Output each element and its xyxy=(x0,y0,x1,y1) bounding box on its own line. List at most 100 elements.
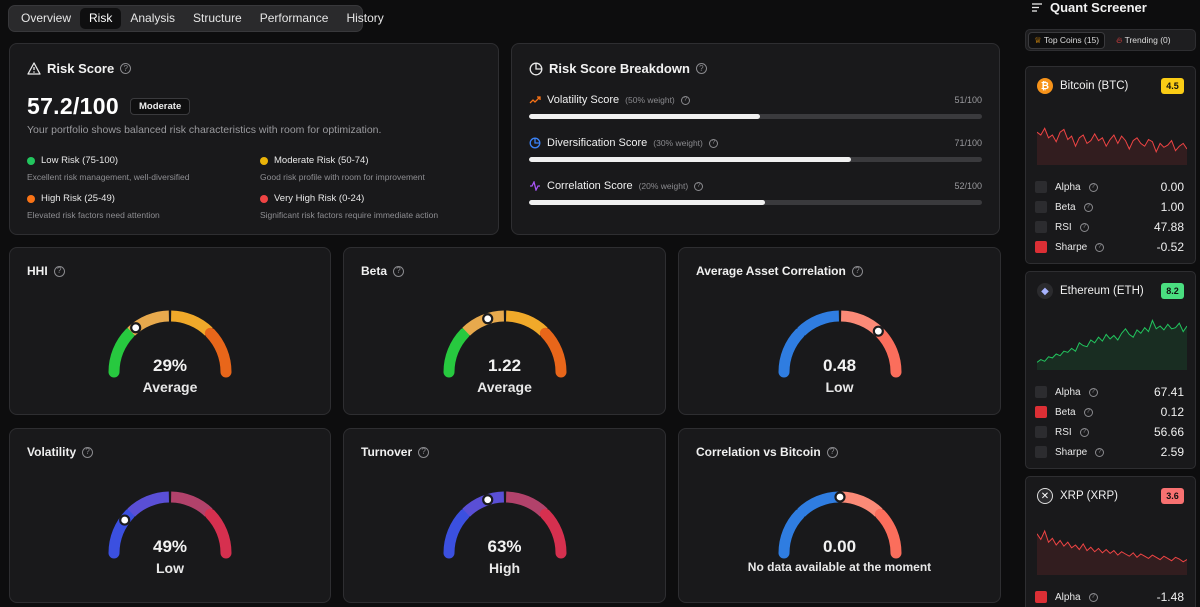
breakdown-weight: (20% weight) xyxy=(638,181,689,191)
gauge-segment xyxy=(170,491,213,517)
metric-flag xyxy=(1035,221,1047,233)
gauge-segment xyxy=(840,491,883,517)
metric-flag xyxy=(1035,426,1047,438)
gauge-dial xyxy=(443,491,566,559)
gauge-title: Turnover xyxy=(361,445,413,459)
gauge-marker xyxy=(481,494,493,506)
metric-value: -0.52 xyxy=(1156,240,1184,254)
gauge-dial xyxy=(108,491,232,559)
help-icon[interactable]: ? xyxy=(826,446,838,458)
help-icon[interactable]: ? xyxy=(680,95,690,105)
gauge-marker xyxy=(119,514,131,526)
legend-high-risk: High Risk (25-49) Elevated risk factors … xyxy=(27,193,160,220)
legend-desc: Elevated risk factors need attention xyxy=(27,210,160,220)
risk-score-value: 57.2/100 xyxy=(27,93,119,119)
help-icon[interactable]: ? xyxy=(53,265,65,277)
sparkline-area xyxy=(1037,531,1187,575)
metric-flag xyxy=(1035,241,1047,253)
tab-history[interactable]: History xyxy=(346,11,384,25)
metric-label: Alpha xyxy=(1055,591,1081,603)
sparkline-line xyxy=(1037,529,1187,563)
gauge-label: Average xyxy=(477,379,532,395)
metric-flag xyxy=(1035,386,1047,398)
progress-track xyxy=(529,157,982,162)
ethereum-icon: ◆ xyxy=(1037,283,1053,299)
help-icon[interactable]: ? xyxy=(82,446,94,458)
help-icon[interactable]: ? xyxy=(1083,202,1093,212)
metric-value: 67.41 xyxy=(1153,385,1184,399)
help-icon[interactable]: ? xyxy=(1079,427,1089,437)
help-icon[interactable]: ? xyxy=(1088,592,1098,602)
legend-desc: Excellent risk management, well-diversif… xyxy=(27,172,190,182)
tab-structure[interactable]: Structure xyxy=(193,11,242,25)
breakdown-label: Correlation Score xyxy=(547,180,633,192)
sparkline-chart xyxy=(1037,127,1187,165)
metric-label: RSI xyxy=(1055,221,1072,233)
help-icon[interactable]: ? xyxy=(1088,387,1098,397)
metric-beta: Beta? 1.00 xyxy=(1035,200,1184,214)
metric-label: Beta xyxy=(1055,201,1076,213)
breakdown-weight: (50% weight) xyxy=(625,95,675,105)
coin-card-xrp[interactable]: ✕ XRP (XRP) 3.6 Alpha? -1.48 xyxy=(1025,476,1196,607)
help-icon[interactable]: ? xyxy=(1083,407,1093,417)
gauge-segment xyxy=(874,508,901,559)
help-icon[interactable]: ? xyxy=(393,265,405,277)
help-icon[interactable]: ? xyxy=(120,63,132,74)
help-icon[interactable]: ? xyxy=(418,446,430,458)
metric-flag xyxy=(1035,181,1047,193)
legend-label: Very High Risk (0-24) xyxy=(274,193,365,204)
help-icon[interactable]: ? xyxy=(1079,222,1089,232)
help-icon[interactable]: ? xyxy=(851,265,863,277)
help-icon[interactable]: ? xyxy=(694,181,704,191)
gauge-segment xyxy=(505,491,548,517)
tab-risk[interactable]: Risk xyxy=(80,8,122,29)
help-icon[interactable]: ? xyxy=(1088,182,1098,192)
trend-up-icon xyxy=(529,96,541,104)
tab-trending[interactable]: 🔥︎ Trending (0) xyxy=(1111,32,1175,49)
gauge-segment xyxy=(796,310,839,336)
coin-card-ethereum[interactable]: ◆ Ethereum (ETH) 8.2 Alpha? 67.41 Beta? 0.1… xyxy=(1025,271,1196,469)
metric-value: 47.88 xyxy=(1153,220,1184,234)
gauge-segment xyxy=(443,508,470,559)
pie-chart-icon xyxy=(529,62,543,75)
metric-alpha: Alpha? 67.41 xyxy=(1035,385,1184,399)
tab-performance[interactable]: Performance xyxy=(259,11,329,25)
gauge-marker xyxy=(130,322,142,334)
help-icon[interactable]: ? xyxy=(708,138,718,148)
metric-flag xyxy=(1035,406,1047,418)
metric-flag xyxy=(1035,201,1047,213)
risk-level-badge: Moderate xyxy=(130,98,191,115)
help-icon[interactable]: ? xyxy=(1095,242,1105,252)
gauge-marker xyxy=(833,491,846,503)
gauge-dial xyxy=(778,491,901,559)
metric-value: -1.48 xyxy=(1156,590,1184,604)
main-tabs: Overview Risk Analysis Structure Perform… xyxy=(8,5,384,32)
legend-label: Low Risk (75-100) xyxy=(41,155,119,166)
gauge-value: 63% xyxy=(487,537,522,556)
pie-chart-icon xyxy=(529,137,541,149)
metric-sharpe: Sharpe? -0.52 xyxy=(1035,240,1184,254)
tab-overview[interactable]: Overview xyxy=(21,11,72,25)
breakdown-value: 51/100 xyxy=(954,95,982,105)
tab-label: Trending (0) xyxy=(1124,34,1171,45)
tab-analysis[interactable]: Analysis xyxy=(130,11,176,25)
breakdown-label: Diversification Score xyxy=(547,137,648,149)
sparkline-area xyxy=(1037,128,1187,165)
gauge-dial xyxy=(778,310,901,378)
sparkline-area xyxy=(1037,320,1187,370)
metric-label: Sharpe xyxy=(1055,446,1088,458)
help-icon[interactable]: ? xyxy=(695,63,707,74)
gauge-dial xyxy=(443,310,566,378)
breakdown-value: 52/100 xyxy=(954,181,982,191)
help-icon[interactable]: ? xyxy=(1095,447,1105,457)
coin-card-bitcoin[interactable]: ₿ Bitcoin (BTC) 4.5 Alpha? 0.00 Beta? 1.00 … xyxy=(1025,66,1196,264)
legend-desc: Good risk profile with room for improvem… xyxy=(260,172,425,182)
gauge-dial xyxy=(108,310,232,378)
metric-value: 0.12 xyxy=(1160,405,1184,419)
gauge-title: Beta xyxy=(361,264,388,278)
risk-score-title: Risk Score xyxy=(47,61,115,76)
metric-label: Alpha xyxy=(1055,386,1081,398)
gauge-title: HHI xyxy=(27,264,48,278)
metric-label: Sharpe xyxy=(1055,241,1088,253)
tab-top-coins[interactable]: ♕ Top Coins (15) xyxy=(1028,31,1106,49)
